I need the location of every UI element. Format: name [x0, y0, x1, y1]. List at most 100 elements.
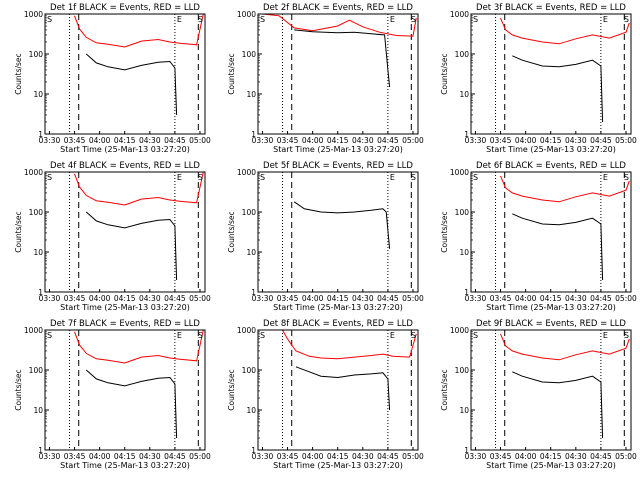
- lld-series-line: [500, 333, 630, 361]
- plot-frame: [257, 13, 419, 135]
- detector-panel-9: Det 9f BLACK = Events, RED = LLD S E S 03:30…: [440, 319, 637, 470]
- y-tick-label: 1: [251, 446, 256, 455]
- panel-title: Det 2f BLACK = Events, RED = LLD: [263, 3, 413, 13]
- x-tick-label: 04:30: [139, 136, 161, 145]
- x-tick-label: 05:00: [615, 294, 637, 303]
- start-marker-label: S: [260, 15, 265, 24]
- time-markers: [495, 172, 625, 292]
- x-tick-label: 04:45: [164, 136, 186, 145]
- start-marker-label: S: [411, 173, 416, 182]
- x-tick-label: 05:00: [615, 452, 637, 461]
- x-tick-label: 04:00: [302, 452, 324, 461]
- x-tick-label: 04:00: [89, 452, 111, 461]
- x-tick-label: 04:45: [590, 294, 612, 303]
- x-tick-label: 04:00: [302, 294, 324, 303]
- y-tick-label: 10: [459, 90, 469, 99]
- x-tick-label: 05:00: [402, 294, 424, 303]
- start-marker-label: S: [624, 15, 629, 24]
- x-tick-label: 04:45: [377, 136, 399, 145]
- x-axis-label: Start Time (25-Mar-13 03:27:20): [273, 461, 403, 470]
- y-tick-label: 10: [33, 248, 43, 257]
- end-marker-label: E: [177, 173, 182, 182]
- plot-frame: [44, 329, 206, 451]
- y-tick-label: 1: [464, 288, 469, 297]
- x-tick-label: 04:45: [590, 452, 612, 461]
- start-marker-label: S: [260, 331, 265, 340]
- detector-panel-4: Det 4f BLACK = Events, RED = LLD S E S 03:30…: [14, 161, 211, 312]
- y-tick-label: 1: [251, 288, 256, 297]
- y-axis-label: Counts/sec: [440, 53, 449, 94]
- start-marker-label: S: [473, 331, 478, 340]
- end-marker-label: E: [390, 173, 395, 182]
- x-tick-label: 04:00: [89, 136, 111, 145]
- start-marker-label: S: [473, 15, 478, 24]
- x-tick-label: 03:45: [64, 294, 86, 303]
- end-marker-label: E: [177, 15, 182, 24]
- y-tick-label: 10: [33, 90, 43, 99]
- end-marker-label: E: [603, 15, 608, 24]
- start-marker-label: S: [624, 331, 629, 340]
- x-axis-label: Start Time (25-Mar-13 03:27:20): [60, 461, 190, 470]
- plot-frame: [470, 13, 632, 135]
- panel-title: Det 7f BLACK = Events, RED = LLD: [50, 319, 200, 329]
- y-axis-label: Counts/sec: [14, 211, 23, 252]
- time-markers: [69, 172, 199, 292]
- x-tick-label: 04:00: [515, 294, 537, 303]
- lld-series-line: [500, 17, 630, 45]
- panel-title: Det 1f BLACK = Events, RED = LLD: [50, 3, 200, 13]
- events-series-line: [512, 371, 604, 439]
- y-axis-label: Counts/sec: [227, 211, 236, 252]
- y-tick-label: 100: [29, 366, 44, 375]
- events-series-line: [512, 213, 604, 281]
- x-tick-label: 04:30: [352, 452, 374, 461]
- y-axis-label: Counts/sec: [14, 53, 23, 94]
- x-tick-label: 04:15: [114, 294, 136, 303]
- y-tick-label: 100: [242, 50, 257, 59]
- x-tick-label: 04:15: [327, 136, 349, 145]
- time-markers: [495, 14, 625, 134]
- end-marker-label: E: [177, 331, 182, 340]
- y-tick-label: 100: [29, 208, 44, 217]
- x-tick-label: 03:45: [277, 294, 299, 303]
- end-marker-label: E: [390, 15, 395, 24]
- x-tick-label: 05:00: [189, 452, 211, 461]
- x-tick-label: 05:00: [189, 136, 211, 145]
- start-marker-label: S: [260, 173, 265, 182]
- y-tick-label: 1000: [450, 168, 469, 177]
- time-markers: [282, 330, 412, 450]
- x-tick-label: 03:45: [277, 136, 299, 145]
- time-markers: [495, 330, 625, 450]
- end-marker-label: E: [603, 331, 608, 340]
- x-tick-label: 04:30: [352, 294, 374, 303]
- start-marker-label: S: [411, 331, 416, 340]
- events-series-line: [294, 29, 391, 88]
- start-marker-label: S: [198, 173, 203, 182]
- y-axis-label: Counts/sec: [440, 211, 449, 252]
- y-tick-label: 1000: [24, 326, 43, 335]
- x-tick-label: 04:15: [114, 136, 136, 145]
- y-tick-label: 10: [459, 248, 469, 257]
- x-tick-label: 03:30: [465, 136, 487, 145]
- events-series-line: [295, 366, 391, 411]
- y-tick-label: 10: [246, 90, 256, 99]
- lld-series-line: [74, 330, 204, 364]
- time-markers: [282, 172, 412, 292]
- x-axis-label: Start Time (25-Mar-13 03:27:20): [486, 461, 616, 470]
- plot-frame: [470, 171, 632, 293]
- panel-title: Det 9f BLACK = Events, RED = LLD: [476, 319, 626, 329]
- x-tick-label: 04:45: [590, 136, 612, 145]
- x-tick-label: 04:30: [565, 452, 587, 461]
- x-tick-label: 04:15: [540, 136, 562, 145]
- x-tick-label: 04:00: [515, 136, 537, 145]
- start-marker-label: S: [47, 15, 52, 24]
- start-marker-label: S: [198, 331, 203, 340]
- x-tick-label: 04:30: [352, 136, 374, 145]
- x-tick-label: 03:30: [465, 452, 487, 461]
- lld-series-line: [500, 175, 630, 203]
- start-marker-label: S: [47, 331, 52, 340]
- y-axis-label: Counts/sec: [227, 369, 236, 410]
- x-tick-label: 03:30: [252, 294, 274, 303]
- x-axis-label: Start Time (25-Mar-13 03:27:20): [60, 145, 190, 154]
- detector-panel-5: Det 5f BLACK = Events, RED = LLD S E S 03:30…: [227, 161, 424, 312]
